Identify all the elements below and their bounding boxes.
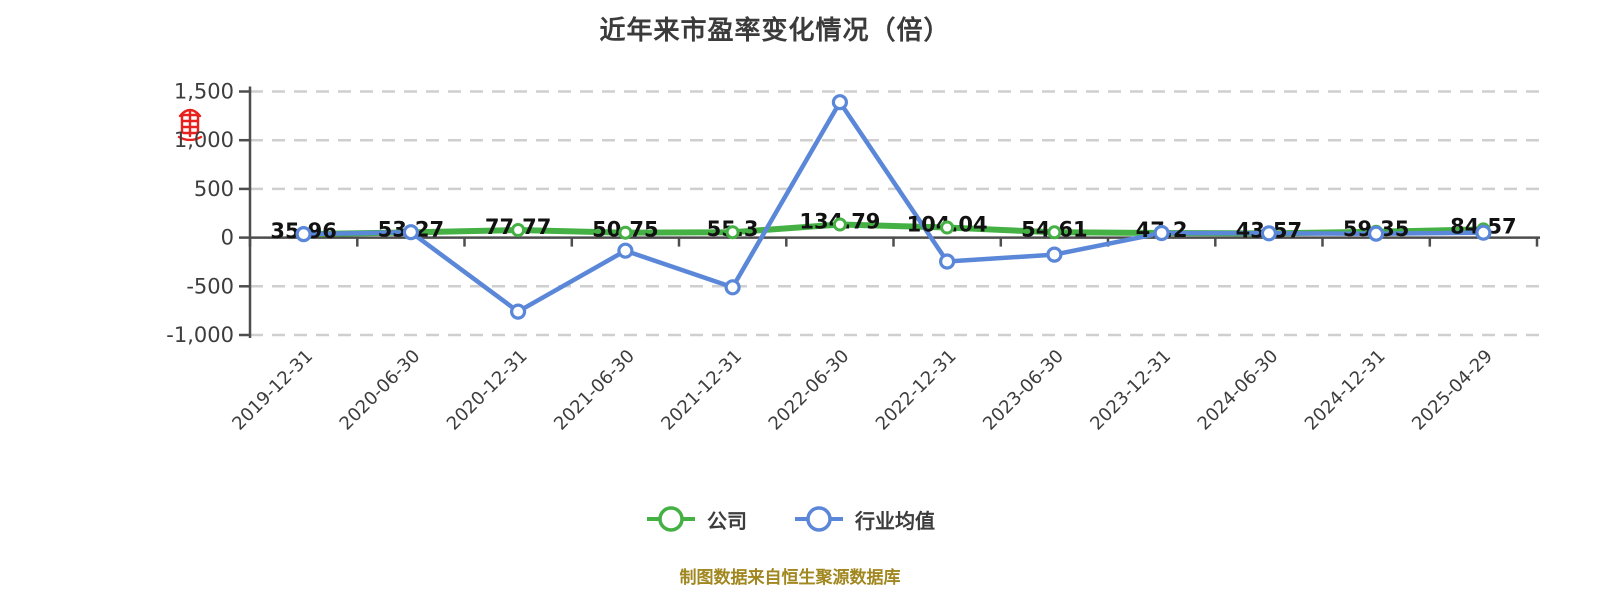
industry-point	[295, 226, 312, 243]
company-point	[1047, 225, 1062, 240]
company-point	[940, 220, 955, 235]
chart-title: 近年来市盈率变化情况（倍）	[599, 16, 951, 46]
data-source-note: 制图数据来自恒生聚源数据库	[679, 568, 901, 588]
industry-point	[402, 224, 419, 241]
y-tick-label: 0	[221, 226, 234, 250]
industry-point	[938, 253, 956, 270]
industry-point	[1475, 224, 1492, 241]
industry-line	[301, 99, 1486, 314]
company-point	[832, 217, 847, 232]
legend-item-company: 公司	[645, 504, 747, 534]
industry-point	[509, 303, 527, 320]
industry-point	[831, 94, 849, 111]
x-tick-label: 2025-04-29	[1408, 346, 1497, 435]
x-tick-label: 2023-12-31	[1086, 346, 1175, 435]
legend-label-industry: 行业均值	[855, 508, 935, 533]
industry-point	[1153, 224, 1170, 242]
x-tick-label: 2022-06-30	[765, 346, 854, 435]
x-tick-label: 2021-06-30	[550, 346, 639, 435]
y-tick-label: 1,500	[174, 80, 234, 104]
industry-point	[617, 242, 634, 259]
industry-point	[1046, 246, 1063, 263]
x-tick-label: 2020-06-30	[336, 346, 425, 435]
y-tick-label: 500	[194, 177, 234, 201]
x-tick-label: 2019-12-31	[228, 346, 317, 435]
industry-point	[1367, 225, 1385, 242]
y-tick-label: -500	[186, 274, 234, 298]
legend-label-company: 公司	[707, 508, 747, 533]
chart-legend: 公司 行业均值	[0, 504, 1580, 534]
company-point	[725, 225, 740, 240]
x-tick-label: 2024-06-30	[1194, 346, 1283, 435]
y-tick-label: -1,000	[166, 323, 234, 347]
x-tick-label: 2022-12-31	[872, 346, 961, 435]
x-tick-label: 2024-12-31	[1301, 346, 1390, 435]
company-point	[618, 225, 633, 240]
legend-item-industry: 行业均值	[793, 504, 935, 534]
red-seal-icon	[177, 108, 203, 141]
industry-point	[1260, 225, 1278, 242]
x-tick-label: 2020-12-31	[443, 346, 532, 435]
company-point	[511, 223, 526, 237]
x-tick-label: 2021-12-31	[657, 346, 746, 435]
industry-point	[724, 279, 741, 296]
company-line-marker-icon	[645, 504, 697, 534]
y-tick-label: 1,000	[174, 128, 234, 152]
x-tick-label: 2023-06-30	[979, 346, 1068, 435]
industry-line-marker-icon	[793, 504, 845, 534]
